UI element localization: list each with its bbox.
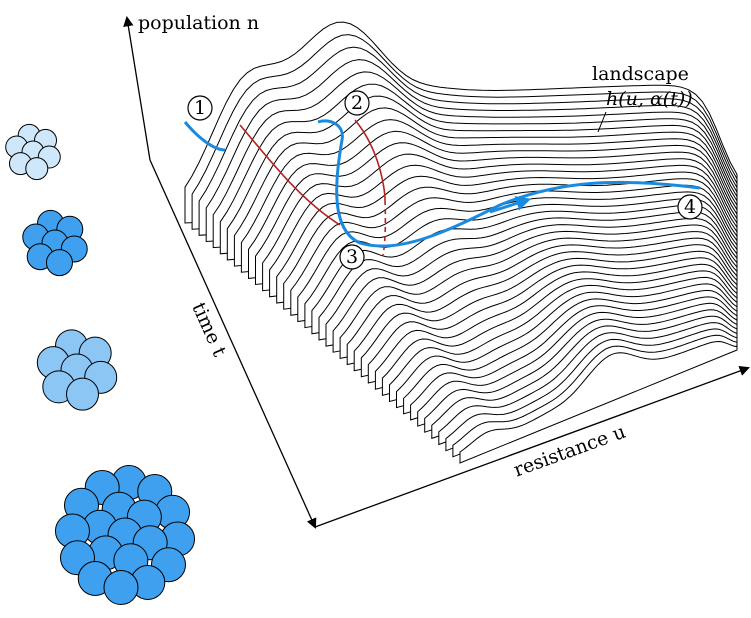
landscape-label: landscape bbox=[592, 63, 689, 85]
axis-label: time t bbox=[187, 299, 230, 360]
landscape-formula: h(u, α(t)) bbox=[606, 88, 693, 110]
marker-label: 3 bbox=[346, 246, 358, 268]
figure: population n time t resistance u landsca… bbox=[0, 0, 751, 618]
axis-label: population n bbox=[138, 12, 259, 34]
cell bbox=[46, 250, 72, 276]
cell bbox=[66, 378, 98, 410]
cell bbox=[26, 158, 48, 180]
marker-label: 2 bbox=[351, 92, 363, 114]
vertical-axis bbox=[127, 18, 150, 160]
cell bbox=[104, 571, 138, 605]
marker-label: 1 bbox=[194, 97, 206, 119]
marker-label: 4 bbox=[684, 196, 696, 218]
